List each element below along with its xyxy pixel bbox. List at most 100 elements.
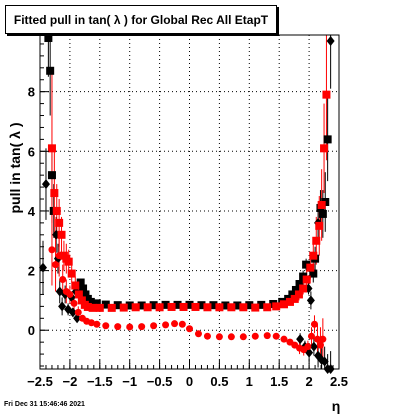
data-point-square <box>52 206 61 215</box>
x-tick-label: 1 <box>246 374 253 389</box>
data-point-square <box>257 300 266 309</box>
data-point-square <box>288 290 297 299</box>
data-point-square <box>81 290 90 299</box>
data-point-square <box>64 257 73 266</box>
x-tick-label: −1 <box>122 374 137 389</box>
data-point-square <box>86 297 95 306</box>
data-point-square <box>191 302 200 311</box>
data-point-square <box>47 144 56 153</box>
data-point-square <box>203 303 212 312</box>
x-axis-title: η <box>332 398 341 414</box>
data-point-square <box>79 284 88 293</box>
data-point-circle <box>93 320 101 328</box>
data-point-square <box>131 303 140 312</box>
data-point-circle <box>178 320 186 328</box>
data-point-square <box>302 275 311 284</box>
data-point-square <box>88 303 97 312</box>
data-point-square <box>215 303 224 312</box>
data-point-square <box>185 300 194 309</box>
data-point-square <box>272 302 281 311</box>
data-point-diamond <box>68 307 77 318</box>
data-point-circle <box>313 335 321 343</box>
data-point-circle <box>48 246 56 254</box>
data-point-diamond <box>320 356 329 367</box>
data-point-circle <box>307 332 315 340</box>
data-point-square <box>149 301 158 310</box>
x-tick-label: 1.5 <box>270 374 288 389</box>
data-point-diamond <box>73 313 82 324</box>
data-point-circle <box>126 323 134 331</box>
data-point-square <box>312 236 321 245</box>
y-tick-label: 8 <box>28 85 35 100</box>
data-point-square <box>318 209 327 218</box>
x-tick-label: 2.5 <box>330 374 348 389</box>
data-point-square <box>291 285 300 294</box>
data-point-circle <box>251 332 259 340</box>
data-point-square <box>173 300 182 309</box>
data-point-circle <box>186 325 193 333</box>
data-point-circle <box>70 299 78 307</box>
data-point-square <box>285 297 294 306</box>
data-point-square <box>294 290 303 299</box>
data-point-square <box>295 280 304 289</box>
x-tick-label: 0.5 <box>210 374 228 389</box>
data-point-diamond <box>58 301 67 312</box>
data-point-square <box>279 300 288 309</box>
y-tick-label: 4 <box>28 204 36 219</box>
data-point-square <box>67 269 76 278</box>
data-point-square <box>161 300 170 309</box>
data-point-square <box>302 260 311 269</box>
data-point-square <box>179 302 188 311</box>
data-point-square <box>76 278 85 287</box>
data-point-square <box>306 263 315 272</box>
data-point-circle <box>74 308 82 316</box>
data-point-circle <box>150 322 158 330</box>
data-point-circle <box>87 319 95 327</box>
data-point-square <box>299 284 308 293</box>
data-point-square <box>320 144 329 153</box>
data-point-square <box>107 303 116 312</box>
y-tick-label: 2 <box>28 264 35 279</box>
data-point-square <box>125 301 134 310</box>
data-point-diamond <box>309 341 318 352</box>
data-point-square <box>137 301 146 310</box>
axis-ticks <box>39 43 340 369</box>
data-point-square <box>95 303 104 312</box>
data-point-diamond <box>296 334 305 345</box>
data-point-square <box>83 302 92 311</box>
data-point-square <box>119 303 128 312</box>
data-point-square <box>290 294 299 303</box>
data-point-square <box>323 135 332 144</box>
data-point-square <box>317 200 326 209</box>
data-markers <box>38 33 335 374</box>
data-point-diamond <box>306 295 315 306</box>
data-point-square <box>44 33 53 42</box>
x-tick-label: 2 <box>305 374 312 389</box>
y-axis-title: pull in tan( λ ) <box>7 123 23 214</box>
data-point-circle <box>263 332 271 340</box>
data-point-square <box>55 218 64 227</box>
data-point-square <box>245 301 254 310</box>
data-point-square <box>221 301 230 310</box>
y-tick-label: 6 <box>28 144 35 159</box>
data-point-square <box>77 296 86 305</box>
data-point-circle <box>280 335 288 343</box>
data-point-square <box>50 189 59 198</box>
data-point-circle <box>138 323 146 331</box>
data-point-square <box>92 299 101 308</box>
data-point-circle <box>52 261 60 269</box>
x-tick-label: −2 <box>62 374 77 389</box>
x-tick-label: 0 <box>186 374 193 389</box>
data-point-circle <box>304 343 312 351</box>
data-point-square <box>227 303 236 312</box>
data-point-square <box>239 303 248 312</box>
chart-title: Fitted pull in tan( λ ) for Global Rec A… <box>5 5 277 34</box>
data-point-circle <box>162 321 170 329</box>
data-point-circle <box>319 335 327 343</box>
data-point-square <box>74 290 83 299</box>
data-point-circle <box>239 333 247 341</box>
data-point-diamond <box>41 179 50 190</box>
data-point-circle <box>102 322 110 330</box>
data-point-square <box>309 251 318 260</box>
